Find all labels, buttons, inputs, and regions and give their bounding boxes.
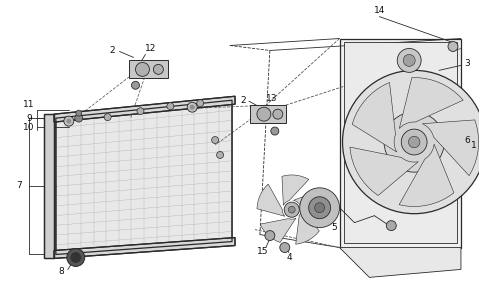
Circle shape xyxy=(257,107,271,121)
Text: 10: 10 xyxy=(23,122,35,132)
Circle shape xyxy=(197,100,204,107)
Circle shape xyxy=(67,248,85,266)
Circle shape xyxy=(167,103,174,110)
Circle shape xyxy=(75,114,83,122)
Polygon shape xyxy=(282,175,309,205)
Polygon shape xyxy=(339,248,461,277)
Circle shape xyxy=(384,112,444,172)
Polygon shape xyxy=(129,60,168,78)
Text: 5: 5 xyxy=(332,223,337,232)
Circle shape xyxy=(273,109,283,119)
Circle shape xyxy=(343,70,480,214)
Polygon shape xyxy=(344,42,457,243)
Circle shape xyxy=(265,231,275,241)
Text: 2: 2 xyxy=(240,96,246,105)
Polygon shape xyxy=(399,78,463,129)
Circle shape xyxy=(300,188,339,228)
Text: 12: 12 xyxy=(145,44,156,53)
Text: 14: 14 xyxy=(373,6,385,15)
Polygon shape xyxy=(56,100,232,255)
Circle shape xyxy=(132,81,140,89)
Circle shape xyxy=(408,136,420,148)
Circle shape xyxy=(66,119,72,124)
Polygon shape xyxy=(44,114,54,258)
Circle shape xyxy=(76,110,82,116)
Polygon shape xyxy=(339,38,461,248)
Polygon shape xyxy=(422,120,479,176)
Circle shape xyxy=(284,202,300,217)
Text: 13: 13 xyxy=(266,94,277,103)
Circle shape xyxy=(212,137,218,144)
Text: 2: 2 xyxy=(110,46,115,55)
Polygon shape xyxy=(296,208,319,244)
Text: 3: 3 xyxy=(464,59,470,68)
Text: 6: 6 xyxy=(464,136,470,144)
Polygon shape xyxy=(399,144,454,207)
Polygon shape xyxy=(250,105,286,123)
Text: 11: 11 xyxy=(23,100,35,109)
Circle shape xyxy=(386,221,396,231)
Circle shape xyxy=(135,62,149,76)
Text: 7: 7 xyxy=(16,181,22,190)
Circle shape xyxy=(64,116,74,126)
Text: 1: 1 xyxy=(471,141,477,149)
Circle shape xyxy=(403,54,415,67)
Polygon shape xyxy=(257,184,285,216)
Text: 8: 8 xyxy=(58,267,64,276)
Polygon shape xyxy=(350,147,418,195)
Circle shape xyxy=(315,203,324,213)
Circle shape xyxy=(154,64,163,74)
Polygon shape xyxy=(54,238,235,258)
Circle shape xyxy=(288,206,295,213)
Text: 4: 4 xyxy=(287,253,293,262)
Circle shape xyxy=(271,127,279,135)
Polygon shape xyxy=(352,82,397,152)
Circle shape xyxy=(104,114,111,121)
Circle shape xyxy=(216,151,224,159)
Circle shape xyxy=(280,243,290,253)
Circle shape xyxy=(187,102,197,112)
Circle shape xyxy=(190,105,195,110)
Circle shape xyxy=(137,108,144,115)
Text: 15: 15 xyxy=(257,247,269,256)
Circle shape xyxy=(71,253,81,263)
Polygon shape xyxy=(54,96,235,122)
Circle shape xyxy=(397,48,421,72)
Circle shape xyxy=(448,42,458,52)
Polygon shape xyxy=(293,190,326,217)
Polygon shape xyxy=(260,218,296,243)
Circle shape xyxy=(309,197,331,219)
Text: 9: 9 xyxy=(26,114,32,123)
Circle shape xyxy=(401,129,427,155)
